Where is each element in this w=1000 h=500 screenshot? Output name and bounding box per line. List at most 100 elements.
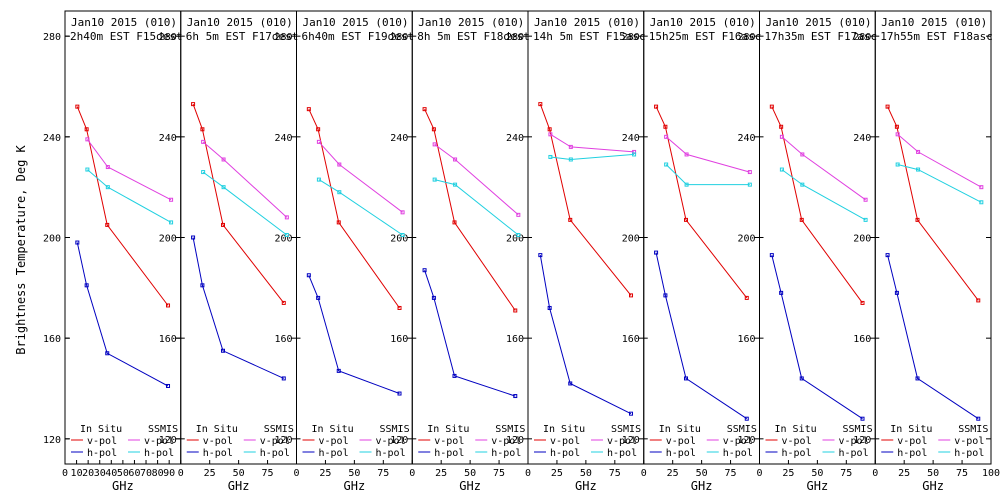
data-point-ssmis_v (747, 170, 752, 175)
series-line-insitu_h (887, 254, 979, 420)
legend-label-insitu-v: v-pol (87, 436, 117, 447)
x-tick-label: 0 (641, 468, 647, 479)
panel-title-date: Jan10 2015 (010) (534, 16, 640, 29)
legend-insitu-header: In Situ (312, 424, 354, 435)
panel-2: Jan10 2015 (010)6h 5m EST F17dest 120 160 2… (178, 10, 298, 493)
legend-label-insitu-v: v-pol (434, 436, 464, 447)
series-line-ssmis_h (550, 153, 635, 161)
y-tick-label: 120 (274, 435, 292, 446)
data-point-insitu_v (513, 308, 518, 313)
legend-label-ssmis-v: v-pol (376, 436, 406, 447)
legend-label-ssmis-h: h-pol (954, 448, 984, 459)
series-line-insitu_h (424, 270, 516, 397)
legend-ssmis-header: SSMIS (843, 424, 873, 435)
data-point-ssmis_v (548, 132, 553, 137)
legend-label-ssmis-h: h-pol (607, 448, 637, 459)
legend-ssmis-header: SSMIS (380, 424, 410, 435)
data-point-ssmis_v (316, 139, 321, 144)
data-point-insitu_h (166, 383, 171, 388)
data-point-ssmis_h (516, 232, 521, 237)
panel-title-date: Jan10 2015 (010) (766, 16, 872, 29)
data-point-insitu_h (663, 293, 668, 298)
data-point-insitu_h (538, 253, 543, 258)
x-tick-label: 50 (696, 468, 708, 479)
x-axis-label: GHz (691, 479, 713, 493)
series-line-ssmis_v (550, 133, 635, 153)
legend-insitu-header: In Situ (775, 424, 817, 435)
x-axis-label: GHz (228, 479, 250, 493)
x-tick-label: 75 (956, 468, 968, 479)
legend-label-insitu-v: v-pol (666, 436, 696, 447)
data-point-ssmis_h (201, 170, 206, 175)
data-point-insitu_v (306, 107, 311, 112)
y-tick-label: 200 (274, 234, 292, 245)
x-tick-label: 10 (71, 468, 83, 479)
data-point-insitu_h (547, 305, 552, 310)
data-point-ssmis_v (568, 144, 573, 149)
data-point-ssmis_h (316, 177, 321, 182)
data-point-insitu_h (683, 376, 688, 381)
series-line-insitu_h (771, 254, 863, 420)
series-line-insitu_v (76, 106, 169, 306)
data-point-ssmis_v (800, 152, 805, 157)
series-line-ssmis_h (318, 179, 403, 236)
data-point-insitu_v (281, 300, 286, 305)
x-axis-label: GHz (922, 479, 944, 493)
legend-label-ssmis-v: v-pol (723, 436, 753, 447)
legend-ssmis-header: SSMIS (611, 424, 641, 435)
panel-title-date: Jan10 2015 (010) (303, 16, 409, 29)
y-axis-label: Brightness Temperature, Deg K (14, 144, 28, 354)
data-point-insitu_h (629, 411, 634, 416)
x-axis-label: GHz (807, 479, 829, 493)
panel-3: Jan10 2015 (010)6h40m EST F19dest 120 160 2… (293, 10, 414, 493)
x-tick-label: 100 (982, 468, 1000, 479)
data-point-insitu_v (769, 104, 774, 109)
data-point-ssmis_h (632, 152, 637, 157)
legend-label-insitu-v: v-pol (203, 436, 233, 447)
data-point-insitu_v (166, 303, 171, 308)
data-point-insitu_v (105, 222, 110, 227)
legend-insitu-header: In Situ (427, 424, 469, 435)
x-tick-label: 20 (82, 468, 94, 479)
y-tick-label: 120 (622, 435, 640, 446)
y-tick-label: 120 (506, 435, 524, 446)
data-point-insitu_h (452, 373, 457, 378)
data-point-insitu_v (316, 127, 321, 132)
series-line-ssmis_v (202, 141, 288, 218)
data-point-insitu_h (191, 235, 196, 240)
x-tick-label: 25 (898, 468, 910, 479)
series-line-ssmis_h (781, 169, 866, 221)
data-point-insitu_v (200, 127, 205, 132)
data-point-insitu_h (397, 391, 402, 396)
x-tick-label: 70 (140, 468, 152, 479)
panel-5: Jan10 2015 (010)14h 5m EST F15asc 120 160 2… (525, 10, 646, 493)
data-point-ssmis_v (863, 197, 868, 202)
x-tick-label: 50 (927, 468, 939, 479)
data-point-insitu_v (191, 102, 196, 107)
panel-4: Jan10 2015 (010)8h 5m EST F18dest 120 160 2… (409, 10, 530, 493)
x-tick-label: 30 (94, 468, 106, 479)
data-point-insitu_v (683, 217, 688, 222)
series-line-insitu_v (771, 106, 863, 304)
data-point-ssmis_h (779, 167, 784, 172)
data-point-insitu_v (629, 293, 634, 298)
y-tick-label: 160 (853, 334, 871, 345)
series-line-insitu_h (192, 237, 285, 379)
y-tick-label: 160 (737, 334, 755, 345)
data-point-insitu_h (220, 348, 225, 353)
legend-insitu-header: In Situ (543, 424, 585, 435)
data-point-insitu_v (976, 298, 981, 303)
legend-label-ssmis-v: v-pol (607, 436, 637, 447)
data-point-ssmis_h (979, 200, 984, 205)
series-line-insitu_v (424, 108, 516, 311)
x-axis-label: GHz (459, 479, 481, 493)
x-tick-label: 25 (204, 468, 216, 479)
data-point-insitu_v (84, 127, 89, 132)
series-line-insitu_v (192, 103, 285, 304)
y-tick-label: 200 (853, 234, 871, 245)
x-tick-label: 50 (464, 468, 476, 479)
data-point-insitu_v (547, 127, 552, 132)
x-tick-label: 75 (840, 468, 852, 479)
legend-label-insitu-v: v-pol (897, 436, 927, 447)
data-point-insitu_v (744, 295, 749, 300)
